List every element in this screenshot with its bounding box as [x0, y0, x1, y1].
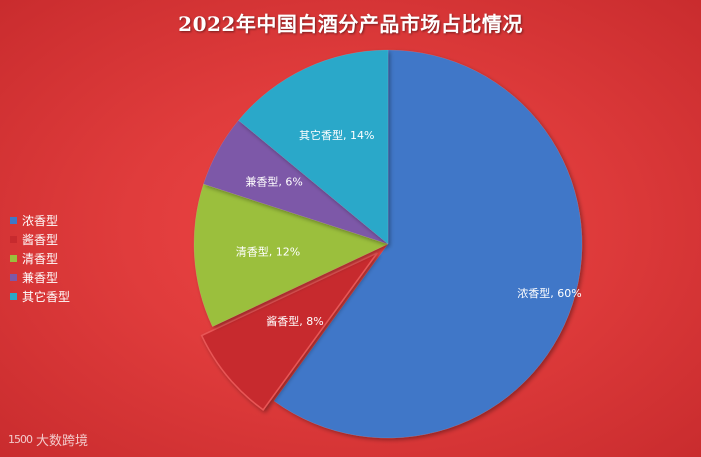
legend-label: 清香型 [22, 252, 59, 266]
legend-item-qita: 其它香型 [10, 287, 70, 306]
data-label-3: 兼香型, 6% [245, 174, 302, 188]
legend-swatch [10, 274, 17, 281]
pie-slice-0 [273, 49, 583, 439]
legend-label: 浓香型 [22, 214, 59, 228]
legend-label: 酱香型 [22, 233, 59, 247]
data-label-2: 清香型, 12% [236, 245, 300, 259]
data-label-1: 酱香型, 8% [266, 314, 323, 328]
chart-title: 2022年中国白酒分产品市场占比情况 [178, 12, 523, 36]
pie-slice-1 [200, 252, 378, 411]
legend-item-nongxiang: 浓香型 [10, 211, 70, 230]
legend-item-qingxiang: 清香型 [10, 249, 70, 268]
watermark-text: 大数跨境 [36, 434, 89, 449]
legend: 浓香型 酱香型 清香型 兼香型 其它香型 [10, 211, 70, 306]
legend-swatch [10, 255, 17, 262]
data-label-0: 浓香型, 60% [517, 286, 581, 300]
legend-label: 兼香型 [22, 271, 59, 285]
legend-label: 其它香型 [22, 290, 71, 304]
data-label-4: 其它香型, 14% [299, 128, 374, 142]
legend-swatch [10, 236, 17, 243]
legend-swatch [10, 293, 17, 300]
pie-slice-2 [193, 183, 389, 327]
watermark: 1500 大数跨境 [8, 430, 88, 449]
legend-swatch [10, 217, 17, 224]
legend-item-jiangxiang: 酱香型 [10, 230, 70, 249]
watermark-logo: 1500 [8, 433, 33, 446]
legend-item-jianxiang: 兼香型 [10, 268, 70, 287]
pie-slice-4 [238, 49, 389, 245]
